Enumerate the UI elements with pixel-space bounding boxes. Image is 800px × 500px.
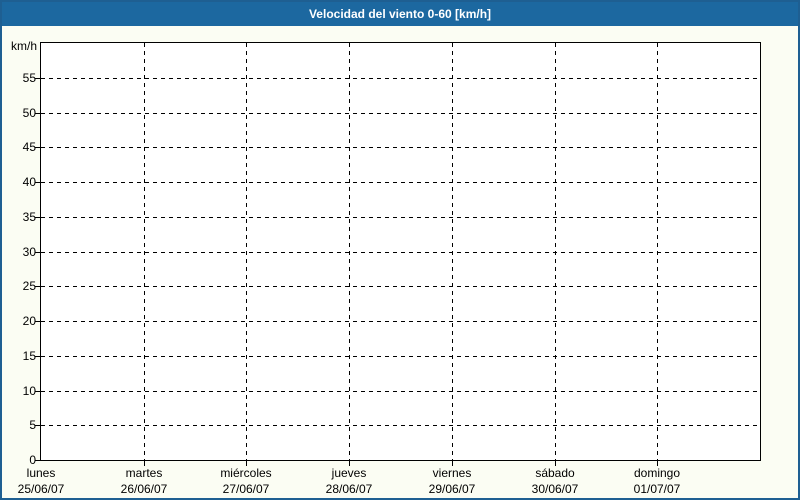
- x-tickmark-martes: [144, 461, 145, 466]
- x-gridline-martes: [144, 43, 145, 460]
- day-date-label: 28/06/07: [325, 482, 373, 496]
- day-name-label: martes: [125, 466, 163, 480]
- x-axis-label-jueves: jueves 28/06/07: [289, 465, 409, 497]
- y-tickmark-25: [35, 286, 40, 287]
- y-gridline-20: [41, 321, 760, 322]
- x-tickmark-miércoles: [246, 461, 247, 466]
- y-tick-label-0: 0: [29, 453, 36, 467]
- x-gridline-miércoles: [246, 43, 247, 460]
- y-tickmark-0: [35, 460, 40, 461]
- x-tickmark-viernes: [452, 461, 453, 466]
- day-date-label: 29/06/07: [428, 482, 476, 496]
- y-gridline-50: [41, 113, 760, 114]
- chart-title-bar: Velocidad del viento 0-60 [km/h]: [2, 2, 798, 26]
- y-gridline-55: [41, 78, 760, 79]
- x-tickmark-sábado: [555, 461, 556, 466]
- plot-area: [40, 42, 761, 461]
- x-axis-label-martes: martes 26/06/07: [84, 465, 204, 497]
- y-tick-label-25: 25: [22, 279, 36, 293]
- y-tick-label-40: 40: [22, 175, 36, 189]
- day-name-label: viernes: [432, 466, 472, 480]
- y-tickmark-10: [35, 391, 40, 392]
- y-tickmark-35: [35, 217, 40, 218]
- y-gridline-5: [41, 425, 760, 426]
- y-tickmark-40: [35, 182, 40, 183]
- x-tickmark-domingo: [657, 461, 658, 466]
- y-tick-label-50: 50: [22, 106, 36, 120]
- y-gridline-10: [41, 391, 760, 392]
- x-tickmark-jueves: [349, 461, 350, 466]
- y-tickmark-50: [35, 113, 40, 114]
- day-name-label: sábado: [535, 466, 575, 480]
- y-tick-label-20: 20: [22, 314, 36, 328]
- y-tick-label-35: 35: [22, 210, 36, 224]
- y-gridline-45: [41, 147, 760, 148]
- x-axis-label-viernes: viernes 29/06/07: [392, 465, 512, 497]
- y-tick-label-10: 10: [22, 384, 36, 398]
- day-name-label: miércoles: [220, 466, 272, 480]
- day-date-label: 27/06/07: [222, 482, 270, 496]
- y-tickmark-20: [35, 321, 40, 322]
- x-axis-label-sábado: sábado 30/06/07: [495, 465, 615, 497]
- x-axis-label-lunes: lunes 25/06/07: [2, 465, 101, 497]
- y-gridline-35: [41, 217, 760, 218]
- y-gridline-15: [41, 356, 760, 357]
- day-date-label: 30/06/07: [531, 482, 579, 496]
- y-tick-label-55: 55: [22, 71, 36, 85]
- y-tickmark-15: [35, 356, 40, 357]
- y-tickmark-45: [35, 147, 40, 148]
- day-date-label: 25/06/07: [17, 482, 65, 496]
- day-date-label: 01/07/07: [633, 482, 681, 496]
- y-gridline-40: [41, 182, 760, 183]
- day-name-label: lunes: [26, 466, 56, 480]
- day-name-label: jueves: [331, 466, 367, 480]
- x-gridline-viernes: [452, 43, 453, 460]
- y-gridline-25: [41, 286, 760, 287]
- y-tickmark-5: [35, 425, 40, 426]
- x-gridline-jueves: [349, 43, 350, 460]
- day-date-label: 26/06/07: [120, 482, 168, 496]
- y-tick-label-45: 45: [22, 140, 36, 154]
- y-tick-label-5: 5: [29, 418, 36, 432]
- y-gridline-30: [41, 252, 760, 253]
- x-axis-label-miércoles: miércoles 27/06/07: [186, 465, 306, 497]
- y-tickmark-30: [35, 252, 40, 253]
- x-gridline-sábado: [555, 43, 556, 460]
- x-axis-label-domingo: domingo 01/07/07: [597, 465, 717, 497]
- y-axis-unit-label: km/h: [10, 39, 37, 53]
- chart-title: Velocidad del viento 0-60 [km/h]: [308, 7, 492, 21]
- y-tick-label-30: 30: [22, 245, 36, 259]
- day-name-label: domingo: [633, 466, 681, 480]
- x-gridline-domingo: [657, 43, 658, 460]
- y-tick-label-15: 15: [22, 349, 36, 363]
- y-tickmark-55: [35, 78, 40, 79]
